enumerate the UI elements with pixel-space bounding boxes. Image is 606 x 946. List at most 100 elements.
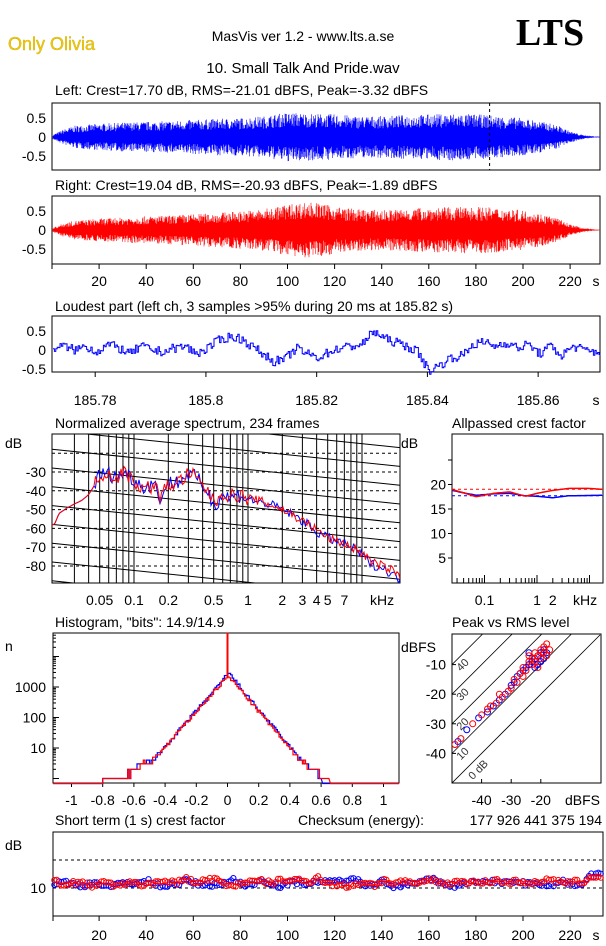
loudest-tick-label: 185.86: [517, 392, 560, 408]
histogram-xtick-label: 0.4: [280, 792, 300, 808]
peak-rms-right-point: [452, 741, 459, 749]
spectrum-xtick-label: 5: [324, 592, 332, 608]
histogram-ytick-label: 100: [23, 710, 47, 726]
crest-title: Short term (1 s) crest factor: [55, 812, 226, 828]
crest-xtick-label: 60: [186, 927, 202, 943]
crest-right-point: [510, 876, 517, 884]
spectrum-slope-line: [52, 318, 400, 354]
peak-rms-ytick-label: -10: [426, 657, 446, 673]
time-tick-label: 20: [91, 273, 107, 289]
spectrum-slope-line: [52, 561, 260, 583]
spectrum-xunit: kHz: [370, 592, 394, 608]
allpass-ytick-label: 5: [438, 550, 446, 566]
histogram-ylabel: n: [5, 638, 13, 654]
spectrum-ylabel: dB: [5, 435, 22, 451]
allpass-ytick-label: 10: [430, 526, 446, 542]
right-waveform-title: Right: Crest=19.04 dB, RMS=-20.93 dBFS, …: [55, 177, 437, 193]
peak-rms-right-point: [498, 693, 506, 701]
spectrum-xtick-label: 0.5: [204, 592, 224, 608]
spectrum-xtick-label: 1: [244, 592, 252, 608]
spectrum-slope-line: [52, 505, 400, 543]
histogram-right-line: [53, 676, 399, 785]
peak-rms-left-point: [510, 678, 518, 686]
histogram-title: Histogram, "bits": 14.9/14.9: [55, 614, 225, 630]
peak-rms-ytick-label: -30: [426, 716, 446, 732]
crest-right-point: [178, 877, 185, 884]
crest-xtick-label: 120: [323, 927, 347, 943]
crest-xtick-label: 100: [276, 927, 300, 943]
allpass-ytick-label: 15: [430, 501, 446, 517]
spectrum-title: Normalized average spectrum, 234 frames: [55, 415, 320, 431]
spectrum-ytick-label: -40: [26, 483, 46, 499]
crest-right-point: [194, 879, 202, 886]
crest-right-point: [105, 879, 112, 886]
crest-right-point: [376, 880, 383, 887]
peak-rms-right-point: [531, 658, 539, 666]
histogram-ytick-label: 1000: [15, 679, 46, 695]
histogram-xtick-label: 0.8: [343, 792, 363, 808]
crest-xtick-label: 160: [417, 927, 441, 943]
loudest-tick-label: 185.84: [406, 392, 449, 408]
spectrum-slope-line: [52, 486, 400, 524]
peak-rms-right-point: [519, 672, 527, 680]
peak-rms-right-point: [543, 652, 551, 660]
histogram-xtick-label: 0: [224, 792, 232, 808]
left-waveform-title: Left: Crest=17.70 dB, RMS=-21.01 dBFS, P…: [55, 82, 428, 98]
crest-xtick-label: 20: [91, 927, 107, 943]
peak-rms-ytick-label: -20: [426, 686, 446, 702]
spectrum-xtick-label: 0.2: [159, 592, 179, 608]
checksum-value: 177 926 441 375 194: [470, 812, 603, 828]
loudest-ytick-label: -0.5: [22, 361, 46, 377]
crest-right-point: [458, 877, 465, 885]
spectrum-frame: [51, 433, 401, 584]
peak-rms-right-point: [478, 711, 486, 719]
spectrum-ytick-label: -70: [26, 539, 46, 555]
crest-left-point: [274, 884, 282, 891]
histogram-xtick-label: -1: [65, 792, 78, 808]
left-waveform-ytick-label: -0.5: [22, 148, 46, 164]
allpass-frame: [451, 433, 604, 584]
peak-rms-ylabel: dBFS: [401, 639, 436, 655]
crest-right-point: [477, 880, 484, 887]
peak-rms-right-point: [543, 640, 551, 648]
time-tick-label: 160: [417, 273, 441, 289]
crest-xtick-label: 180: [464, 927, 488, 943]
histogram-xtick-label: -0.8: [91, 792, 115, 808]
right-waveform-signal: [52, 202, 600, 258]
spectrum-xtick-label: 7: [340, 592, 348, 608]
left-waveform-ytick-label: 0: [38, 129, 46, 145]
crest-left-point: [206, 883, 213, 890]
time-tick-label: 120: [323, 273, 347, 289]
crest-xtick-label: 200: [511, 927, 535, 943]
crest-ytick-label: 10: [30, 880, 46, 896]
time-tick-label: 200: [511, 273, 535, 289]
time-tick-label: 100: [276, 273, 300, 289]
loudest-unit-label: s: [593, 392, 600, 408]
spectrum-ytick-label: -80: [26, 558, 46, 574]
histogram-xtick-label: -0.2: [184, 792, 208, 808]
spectrum-slope-line: [263, 434, 400, 449]
crest-right-point: [131, 878, 138, 886]
left-waveform-ytick-label: 0.5: [27, 110, 47, 126]
crest-right-point: [571, 876, 578, 883]
histogram-frame: [52, 632, 400, 784]
lts-logo: LTS: [516, 12, 584, 54]
spectrum-xtick-label: 2: [278, 592, 286, 608]
peak-rms-right-point: [534, 664, 542, 672]
histogram-xtick-label: -0.4: [153, 792, 177, 808]
crest-ylabel: dB: [5, 837, 22, 853]
right-waveform-frame: [51, 195, 601, 265]
crest-left-point: [543, 883, 550, 890]
crest-xtick-label: 140: [370, 927, 394, 943]
loudest-ytick-label: 0: [38, 342, 46, 358]
checksum-label: Checksum (energy):: [298, 812, 424, 828]
time-tick-label: 140: [370, 273, 394, 289]
spectrum-ytick-label: -50: [26, 502, 46, 518]
spectrum-xtick-label: 0.1: [124, 592, 144, 608]
crest-xtick-label: 220: [558, 927, 582, 943]
spectrum-slope-line: [52, 355, 400, 391]
peak-rms-left-point: [484, 708, 492, 716]
spectrum-slope-line: [52, 448, 400, 486]
crest-line: [452, 634, 572, 754]
peak-rms-title: Peak vs RMS level: [452, 614, 569, 630]
